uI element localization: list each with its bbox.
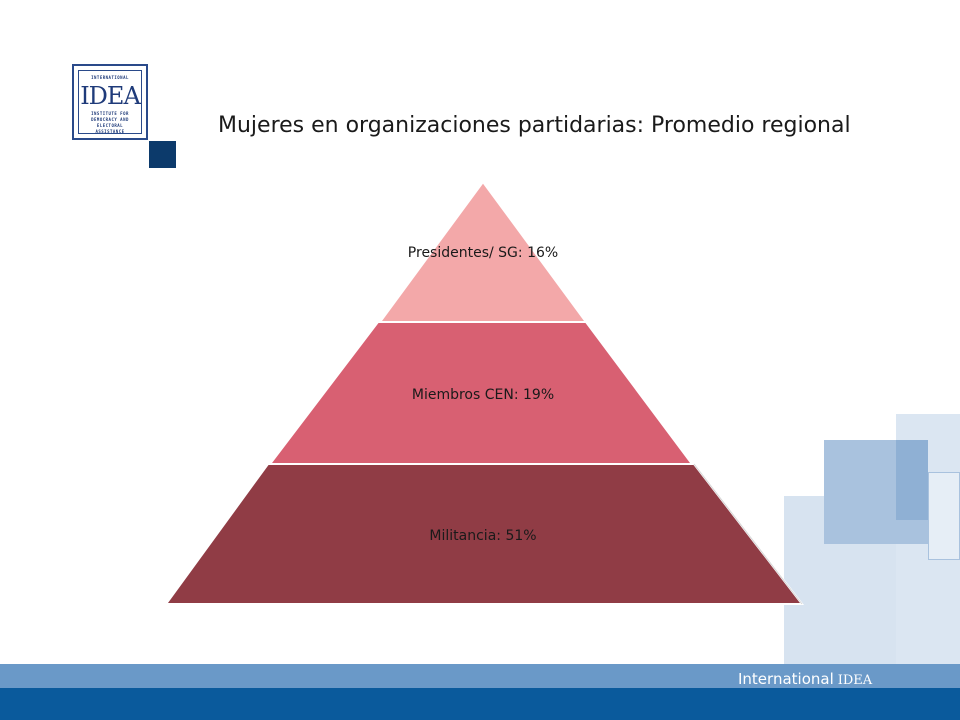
footer-band-dark — [0, 688, 960, 720]
footer-band-light — [0, 664, 960, 688]
footer-brand-name: International — [738, 670, 834, 688]
logo-text-top: INTERNATIONAL — [91, 75, 129, 80]
logo-accent-square — [149, 141, 176, 168]
logo-text-2: DEMOCRACY AND — [91, 117, 129, 122]
pyramid-label-bottom: Militancia: 51% — [429, 528, 536, 544]
decor-square-outline — [928, 472, 960, 560]
pyramid-label-middle: Miembros CEN: 19% — [412, 387, 554, 403]
logo-text-3: ELECTORAL — [96, 123, 124, 128]
footer-brand-suffix: IDEA — [837, 673, 873, 688]
logo-text-1: INSTITUTE FOR — [91, 111, 129, 116]
slide-title: Mujeres en organizaciones partidarias: P… — [218, 113, 851, 138]
idea-logo: INTERNATIONAL IDEA INSTITUTE FOR DEMOCRA… — [72, 64, 148, 140]
logo-mark: IDEA — [80, 82, 141, 110]
footer-brand: International IDEA — [738, 670, 872, 688]
decor-square-overlap — [896, 440, 928, 520]
pyramid-label-top: Presidentes/ SG: 16% — [408, 245, 558, 261]
logo-frame: INTERNATIONAL IDEA INSTITUTE FOR DEMOCRA… — [78, 70, 142, 134]
logo-text-4: ASSISTANCE — [95, 129, 125, 134]
